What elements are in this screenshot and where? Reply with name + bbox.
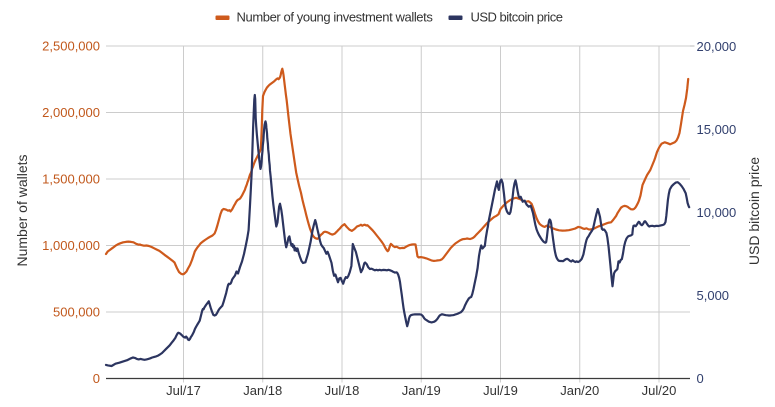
svg-text:500,000: 500,000 xyxy=(53,305,100,320)
svg-text:Jan/20: Jan/20 xyxy=(560,383,599,398)
svg-text:1,000,000: 1,000,000 xyxy=(42,238,100,253)
svg-text:1,500,000: 1,500,000 xyxy=(42,172,100,187)
svg-text:15,000: 15,000 xyxy=(697,122,737,137)
svg-text:Jul/19: Jul/19 xyxy=(483,383,518,398)
svg-text:Number of young investment wal: Number of young investment wallets xyxy=(237,10,434,25)
svg-text:20,000: 20,000 xyxy=(697,39,737,54)
svg-text:5,000: 5,000 xyxy=(697,288,730,303)
svg-text:Jul/18: Jul/18 xyxy=(325,383,360,398)
svg-text:USD bitcoin price: USD bitcoin price xyxy=(471,10,563,25)
svg-text:Jul/20: Jul/20 xyxy=(642,383,677,398)
svg-text:10,000: 10,000 xyxy=(697,205,737,220)
svg-text:Jul/17: Jul/17 xyxy=(166,383,201,398)
svg-text:0: 0 xyxy=(93,371,100,386)
svg-text:2,500,000: 2,500,000 xyxy=(42,39,100,54)
svg-text:Number of wallets: Number of wallets xyxy=(14,154,30,266)
svg-text:0: 0 xyxy=(697,371,704,386)
svg-text:Jan/18: Jan/18 xyxy=(243,383,282,398)
svg-text:2,000,000: 2,000,000 xyxy=(42,105,100,120)
svg-text:USD bitcoin price: USD bitcoin price xyxy=(746,157,762,265)
svg-text:Jan/19: Jan/19 xyxy=(402,383,441,398)
